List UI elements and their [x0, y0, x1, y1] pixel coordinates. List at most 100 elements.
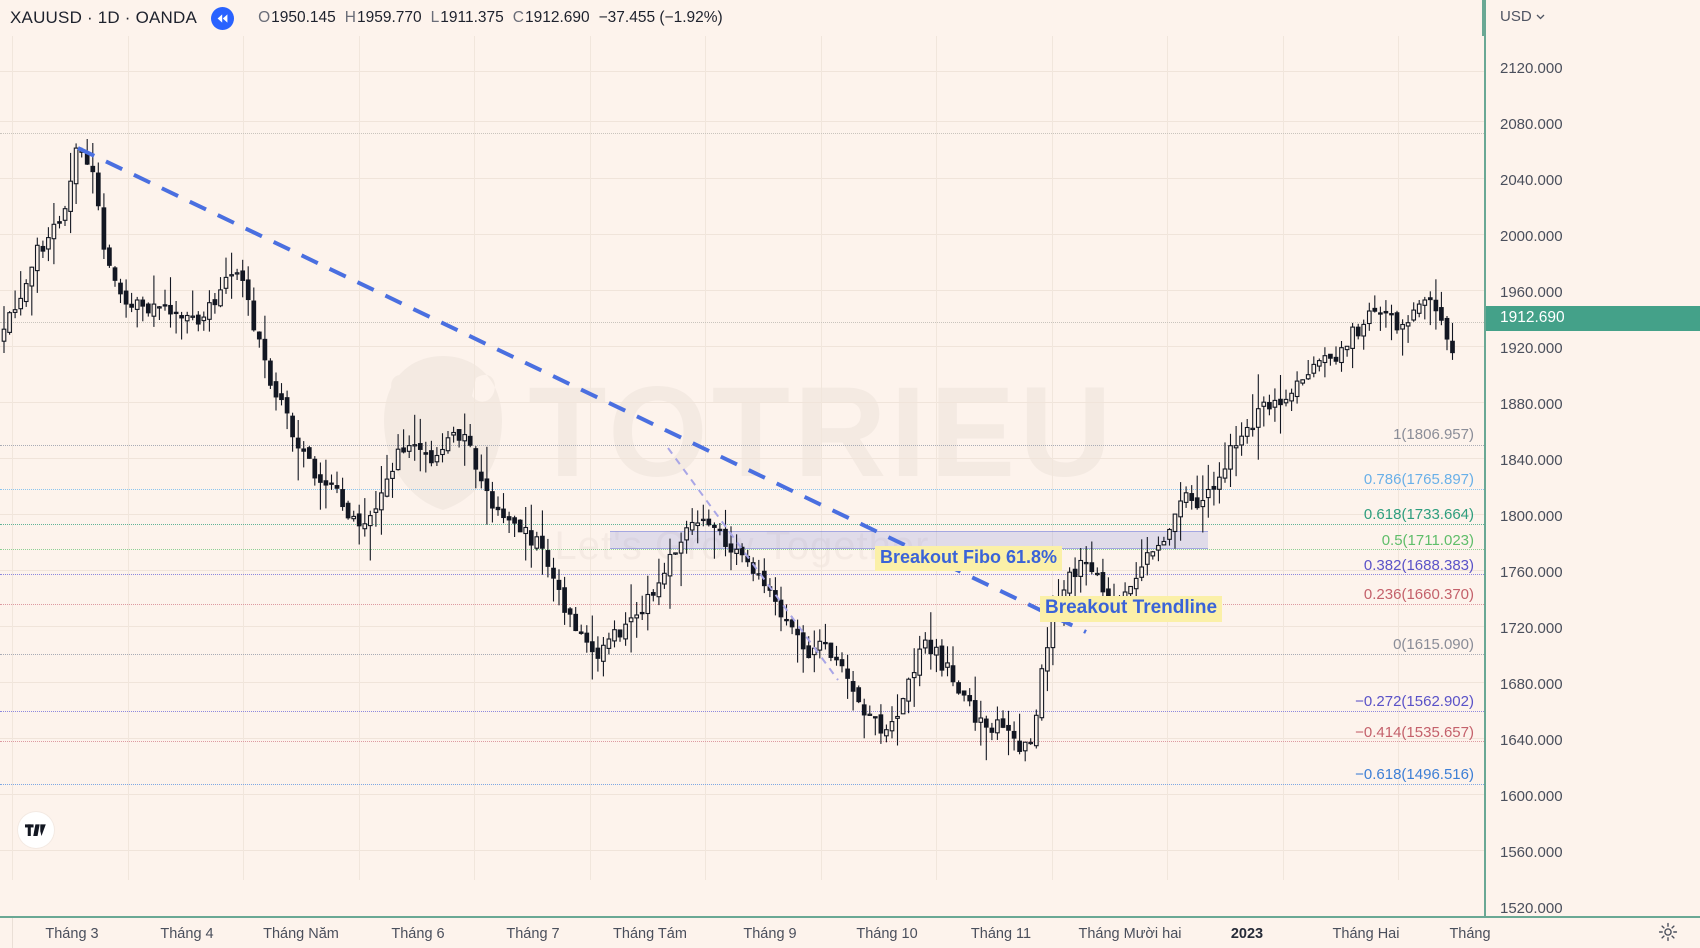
ohlc-open-label: O — [258, 9, 271, 26]
symbol-title[interactable]: XAUUSD · 1D · OANDA — [10, 8, 198, 27]
grid-line — [590, 36, 591, 880]
fib-label-0236: 0.236(1660.370) — [1363, 586, 1474, 603]
fib-label-0786: 0.786(1765.897) — [1363, 471, 1474, 488]
grid-line — [0, 682, 1484, 683]
price-tick: 1640.000 — [1500, 732, 1563, 749]
grid-line — [1398, 36, 1399, 880]
time-tick-thang-tam: Tháng Tám — [613, 926, 687, 942]
grid-line — [0, 514, 1484, 515]
fib-level-line-0 — [0, 654, 1484, 655]
fib-level-line-n0414 — [0, 741, 1484, 742]
grid-line — [12, 36, 13, 880]
time-tick-thang-hai: Tháng Hai — [1332, 926, 1400, 942]
ohlc-low-value: 1911.375 — [440, 9, 504, 26]
chart-plot-area[interactable]: TOTRIEU Let's Grow Together — [0, 36, 1484, 880]
grid-line — [1283, 36, 1284, 880]
ohlc-open-value: 1950.145 — [271, 9, 336, 26]
fib-level-line-0236 — [0, 604, 1484, 605]
price-tick: 1720.000 — [1500, 620, 1563, 637]
scale-separator — [1482, 0, 1484, 36]
chevron-down-icon — [1536, 14, 1545, 19]
grid-line — [0, 346, 1484, 347]
secondary-descending-trendline[interactable] — [667, 447, 839, 681]
price-tick: 1760.000 — [1500, 564, 1563, 581]
ohlc-high-value: 1959.770 — [356, 9, 422, 26]
grid-line — [1052, 36, 1053, 880]
fib-level-line-top — [0, 133, 1484, 134]
fib-label-05: 0.5(1711.023) — [1381, 532, 1474, 549]
fib-label-1: 1(1806.957) — [1393, 426, 1474, 443]
time-tick-thang-nam: Tháng Năm — [263, 926, 339, 942]
breakout-fibo-label[interactable]: Breakout Fibo 61.8% — [875, 546, 1063, 571]
ohlc-low-label: L — [430, 9, 440, 26]
trendline-overlays[interactable] — [0, 36, 1484, 880]
fib-label-0382: 0.382(1688.383) — [1363, 557, 1474, 574]
grid-line — [128, 36, 129, 880]
time-scale[interactable]: Tháng 3 Tháng 4 Tháng Năm Tháng 6 Tháng … — [0, 916, 1700, 948]
ohlc-close-label: C — [512, 9, 524, 26]
fib-level-line-0618 — [0, 524, 1484, 525]
price-tick: 1840.000 — [1500, 452, 1563, 469]
time-tick-thang-muoi-hai: Tháng Mười hai — [1078, 926, 1182, 942]
ohlc-high-label: H — [344, 9, 356, 26]
last-price-badge: 1912.690 — [1486, 306, 1700, 331]
ohlc-change-value: −37.455 (−1.92%) — [598, 9, 723, 26]
time-tick-thang-10: Tháng 10 — [856, 926, 918, 942]
price-tick: 2120.000 — [1500, 60, 1563, 77]
replay-rewind-icon[interactable] — [211, 6, 235, 30]
grid-line — [0, 121, 1484, 122]
price-tick: 1880.000 — [1500, 396, 1563, 413]
grid-line — [936, 36, 937, 880]
price-tick: 1560.000 — [1500, 844, 1563, 861]
ohlc-values: O 1950.145 H 1959.770 L 1911.375 C 1912.690 … — [258, 9, 723, 27]
grid-line — [0, 738, 1484, 739]
price-scale[interactable]: USD 2120.000 2080.000 2040.000 2000.000 … — [1484, 0, 1700, 917]
candlestick-series — [1, 139, 1455, 762]
fib-label-n0272: −0.272(1562.902) — [1355, 693, 1474, 710]
price-tick: 1960.000 — [1500, 284, 1563, 301]
time-tick-thang-7: Tháng 7 — [506, 926, 560, 942]
fib-label-0618: 0.618(1733.664) — [1363, 506, 1474, 523]
currency-selector[interactable]: USD — [1500, 8, 1545, 25]
grid-line — [359, 36, 360, 880]
grid-line — [0, 234, 1484, 235]
time-tick-thang: Tháng — [1449, 926, 1491, 942]
time-tick-thang-3: Tháng 3 — [45, 926, 99, 942]
price-tick: 2000.000 — [1500, 228, 1563, 245]
grid-line — [705, 36, 706, 880]
chart-legend-bar: XAUUSD · 1D · OANDA O 1950.145 H 1959.770 … — [0, 0, 1700, 36]
price-tick: 2080.000 — [1500, 116, 1563, 133]
fib-label-0: 0(1615.090) — [1393, 636, 1474, 653]
grid-line — [0, 850, 1484, 851]
chart-pane[interactable]: TOTRIEU Let's Grow Together — [0, 36, 1484, 916]
price-tick: 1680.000 — [1500, 676, 1563, 693]
fib-level-line-1 — [0, 445, 1484, 446]
grid-line — [0, 570, 1484, 571]
grid-line — [243, 36, 244, 880]
grid-line — [0, 402, 1484, 403]
grid-line — [1167, 36, 1168, 880]
grid-line — [0, 794, 1484, 795]
price-line-dotted — [0, 322, 1484, 323]
price-tick: 1600.000 — [1500, 788, 1563, 805]
time-tick-thang-9: Tháng 9 — [743, 926, 797, 942]
grid-line — [0, 71, 1484, 72]
breakout-trendline-label[interactable]: Breakout Trendline — [1040, 596, 1223, 622]
time-tick-thang-4: Tháng 4 — [160, 926, 214, 942]
ohlc-close-value: 1912.690 — [524, 9, 590, 26]
gear-icon[interactable] — [1658, 922, 1678, 942]
tradingview-logo-icon[interactable] — [18, 812, 54, 848]
grid-line — [0, 458, 1484, 459]
price-tick: 1800.000 — [1500, 508, 1563, 525]
currency-label: USD — [1500, 8, 1532, 25]
fib-level-line-0786 — [0, 489, 1484, 490]
grid-line — [0, 290, 1484, 291]
price-tick: 1520.000 — [1500, 900, 1563, 917]
fib-level-line-n0272 — [0, 711, 1484, 712]
grid-line — [0, 178, 1484, 179]
fib-level-line-0382 — [0, 574, 1484, 575]
time-tick-thang-6: Tháng 6 — [391, 926, 445, 942]
time-tick-2023: 2023 — [1230, 926, 1264, 942]
time-tick-thang-11: Tháng 11 — [970, 926, 1032, 942]
